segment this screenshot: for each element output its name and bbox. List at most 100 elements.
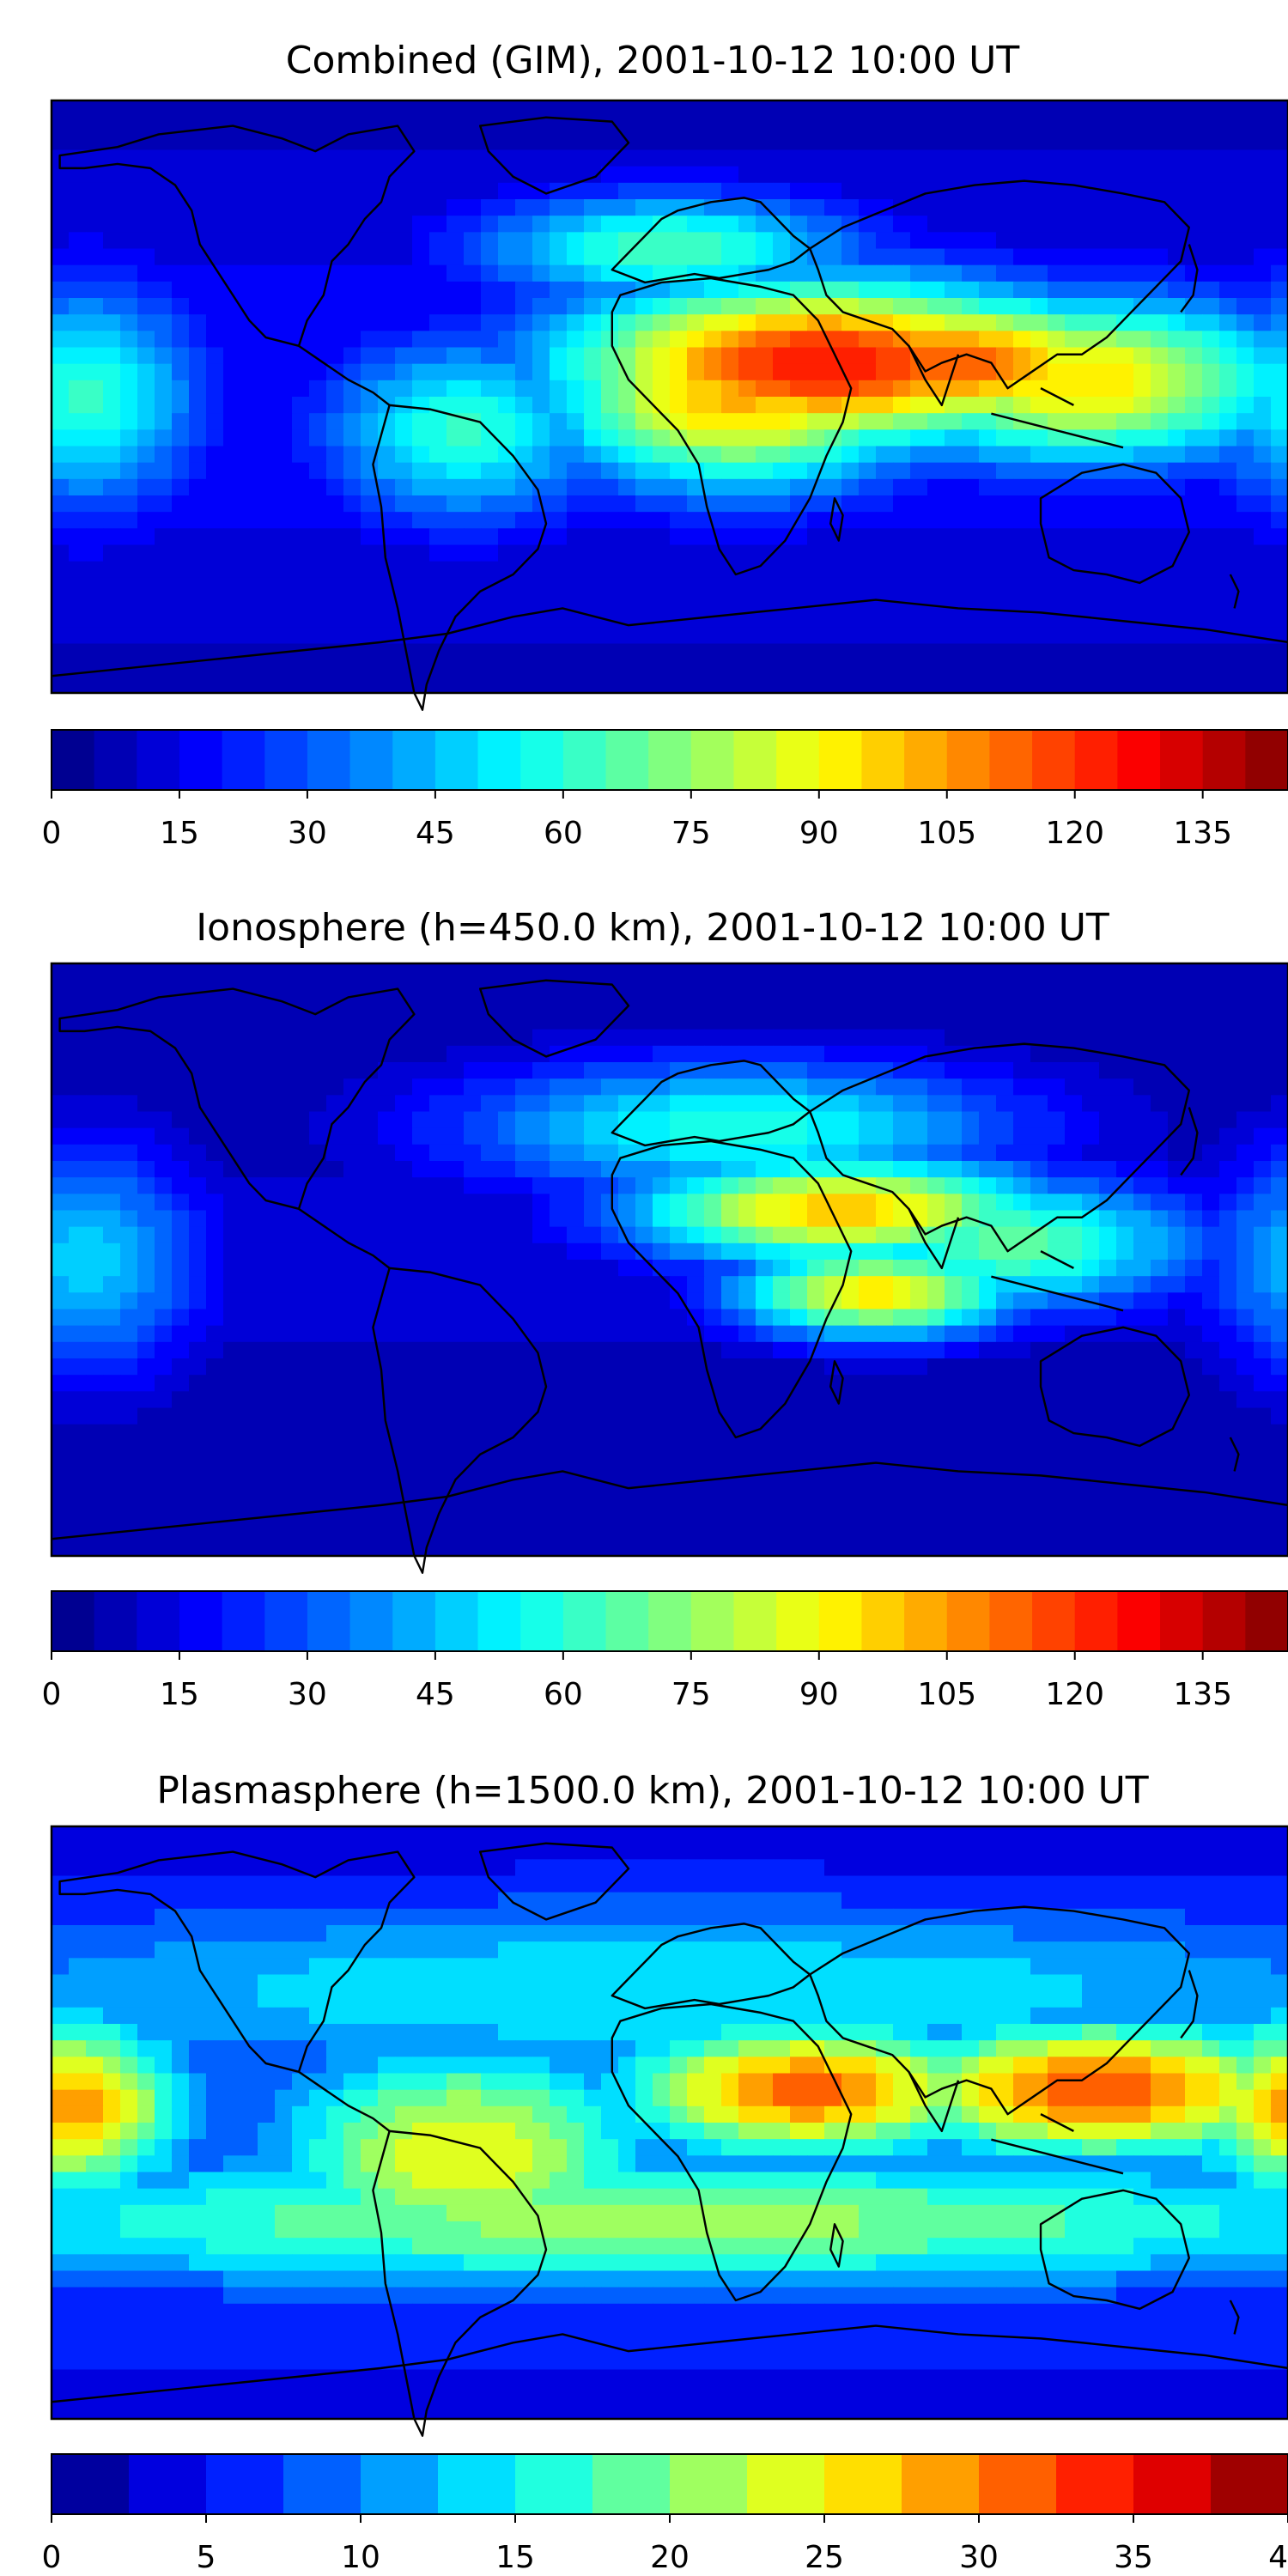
colorbar-swatch — [1056, 2454, 1134, 2514]
colorbar-swatch — [733, 1591, 777, 1651]
colorbar-frame — [51, 729, 1288, 791]
colorbar-tick-label: 30 — [288, 816, 327, 851]
colorbar-swatch — [902, 2454, 980, 2514]
colorbar-swatch — [94, 730, 137, 790]
colorbar-tick-label: 120 — [1045, 1677, 1104, 1712]
colorbar-swatch — [434, 730, 479, 790]
colorbar-swatch — [137, 730, 180, 790]
colorbar-tick-label: 15 — [160, 816, 199, 851]
colorbar-tick-label: 60 — [544, 816, 583, 851]
colorbar: 0 15 30 45 60 75 90 105 120 135 — [42, 729, 1288, 851]
colorbar: 0 15 30 45 60 75 90 105 120 135 — [42, 1590, 1288, 1712]
colorbar-swatch — [776, 730, 820, 790]
map-frame — [50, 99, 1288, 695]
colorbar-frame — [51, 1590, 1288, 1652]
colorbar-swatch — [1117, 1591, 1161, 1651]
colorbar-tick-label: 135 — [1173, 816, 1232, 851]
colorbar-tick-label: 45 — [416, 816, 455, 851]
colorbar-swatch — [747, 2454, 825, 2514]
colorbar-swatch — [520, 730, 564, 790]
colorbar-tick-label: 20 — [650, 2540, 690, 2575]
map-panel-1: Ionosphere (h=450.0 km), 2001-10-12 10:0… — [42, 906, 1288, 1712]
colorbar-tick-label: 15 — [160, 1677, 199, 1712]
colorbar-swatch — [222, 1591, 265, 1651]
colorbar-swatch — [776, 1591, 820, 1651]
colorbar-swatch — [824, 2454, 902, 2514]
colorbar-tick-label: 10 — [341, 2540, 380, 2575]
colorbar-swatch — [179, 1591, 223, 1651]
colorbar-tick-label: 25 — [805, 2540, 844, 2575]
colorbar-swatch — [392, 1591, 436, 1651]
colorbar-tick-label: 5 — [197, 2540, 216, 2575]
colorbar-swatch — [1117, 730, 1161, 790]
map-title: Combined (GIM), 2001-10-12 10:00 UT — [286, 39, 1020, 82]
colorbar-swatch — [1074, 730, 1118, 790]
colorbar-swatch — [605, 730, 649, 790]
colorbar-tick-label: 15 — [495, 2540, 535, 2575]
colorbar-swatch — [307, 1591, 351, 1651]
colorbar-swatch — [283, 2454, 361, 2514]
colorbar-swatch — [361, 2454, 439, 2514]
colorbar-swatch — [861, 1591, 905, 1651]
colorbar-swatch — [1245, 1591, 1288, 1651]
map-frame — [50, 962, 1288, 1558]
colorbar-swatch — [648, 1591, 692, 1651]
colorbar: 0 5 10 15 20 25 30 35 40 — [42, 2453, 1288, 2575]
colorbar-swatch — [52, 2454, 130, 2514]
colorbar-swatch — [349, 1591, 393, 1651]
colorbar-tick-label: 30 — [288, 1677, 327, 1712]
colorbar-swatch — [690, 1591, 734, 1651]
colorbar-swatch — [605, 1591, 649, 1651]
colorbar-swatch — [690, 730, 734, 790]
colorbar-swatch — [349, 730, 393, 790]
colorbar-swatch — [1211, 2454, 1288, 2514]
colorbar-swatch — [179, 730, 223, 790]
colorbar-swatch — [1133, 2454, 1212, 2514]
contour-field — [52, 1826, 1288, 2420]
colorbar-swatch — [477, 730, 521, 790]
colorbar-swatch — [434, 1591, 479, 1651]
colorbar-swatch — [1160, 1591, 1204, 1651]
colorbar-swatch — [1202, 1591, 1246, 1651]
colorbar-tick-label: 0 — [42, 2540, 62, 2575]
colorbar-tick-label: 135 — [1173, 1677, 1232, 1712]
colorbar-tick-label: 35 — [1114, 2540, 1153, 2575]
colorbar-swatch — [307, 730, 351, 790]
colorbar-swatch — [222, 730, 265, 790]
colorbar-tick-label: 105 — [917, 1677, 976, 1712]
contour-field — [52, 100, 1288, 694]
map-frame — [50, 1825, 1288, 2421]
colorbar-tick-label: 45 — [416, 1677, 455, 1712]
colorbar-swatch — [946, 730, 990, 790]
colorbar-swatch — [94, 1591, 137, 1651]
map-title: Plasmasphere (h=1500.0 km), 2001-10-12 1… — [156, 1769, 1148, 1813]
colorbar-swatch — [137, 1591, 180, 1651]
map-title: Ionosphere (h=450.0 km), 2001-10-12 10:0… — [196, 906, 1109, 950]
colorbar-swatch — [264, 1591, 308, 1651]
colorbar-tick-label: 90 — [799, 816, 839, 851]
colorbar-swatch — [592, 2454, 671, 2514]
colorbar-swatch — [989, 730, 1033, 790]
colorbar-swatch — [52, 1591, 95, 1651]
colorbar-tick-label: 60 — [544, 1677, 583, 1712]
colorbar-swatch — [562, 730, 607, 790]
colorbar-tick-label: 30 — [959, 2540, 999, 2575]
colorbar-swatch — [1032, 730, 1076, 790]
contour-field — [52, 963, 1288, 1557]
map-panel-0: Combined (GIM), 2001-10-12 10:00 UT 0 15 30… — [42, 39, 1288, 851]
colorbar-tick-label: 75 — [671, 1677, 711, 1712]
colorbar-swatch — [1160, 730, 1204, 790]
colorbar-swatch — [648, 730, 692, 790]
colorbar-swatch — [1202, 730, 1246, 790]
colorbar-tick-label: 75 — [671, 816, 711, 851]
colorbar-swatch — [670, 2454, 748, 2514]
colorbar-tick-label: 0 — [42, 1677, 62, 1712]
colorbar-swatch — [818, 1591, 862, 1651]
colorbar-swatch — [733, 730, 777, 790]
colorbar-swatch — [1074, 1591, 1118, 1651]
colorbar-swatch — [129, 2454, 207, 2514]
colorbar-swatch — [818, 730, 862, 790]
colorbar-swatch — [904, 1591, 948, 1651]
